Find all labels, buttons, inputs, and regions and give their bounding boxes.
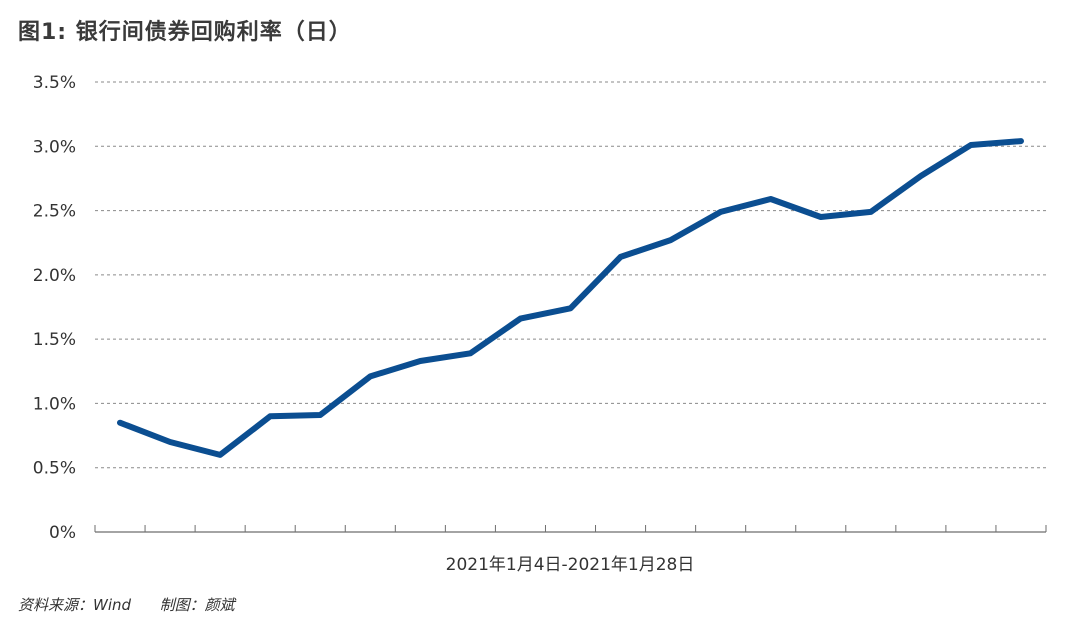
y-tick-label: 1.0% [33,394,76,414]
data-point [119,422,121,424]
data-point [419,360,421,362]
data-point [570,307,571,309]
series-line-path [117,138,1024,458]
data-point [1020,140,1022,142]
gridlines [95,81,1046,469]
data-point [770,198,772,200]
x-axis-label: 2021年1月4日-2021年1月28日 [446,555,695,575]
data-point [720,211,722,213]
y-tick-label: 0% [49,523,76,543]
y-tick-label: 3.5% [33,73,76,93]
y-tick-label: 1.5% [33,330,76,350]
data-point [970,144,972,146]
data-point [469,352,471,354]
y-axis-tick-labels: 0% 0.5% 1.0% 1.5% 2.0% 2.5% 3.0% 3.5% [33,73,76,543]
series-line [117,138,1024,458]
data-point [870,211,872,213]
y-tick-label: 3.0% [33,137,76,157]
data-point [219,454,221,456]
data-point [670,239,672,241]
data-point [369,375,371,377]
y-tick-label: 0.5% [33,459,76,479]
y-tick-label: 2.5% [33,202,76,222]
y-tick-label: 2.0% [33,266,76,286]
chart-title: 图1: 银行间债券回购利率（日） [18,20,352,45]
source-note: 资料来源：Wind 制图：颜斌 [18,596,235,614]
x-axis [94,525,1047,533]
data-point [319,414,321,416]
data-point [620,256,622,258]
data-point [820,216,822,218]
data-point [269,415,271,417]
data-point [169,441,171,443]
data-point [920,175,922,177]
data-point [519,318,521,320]
